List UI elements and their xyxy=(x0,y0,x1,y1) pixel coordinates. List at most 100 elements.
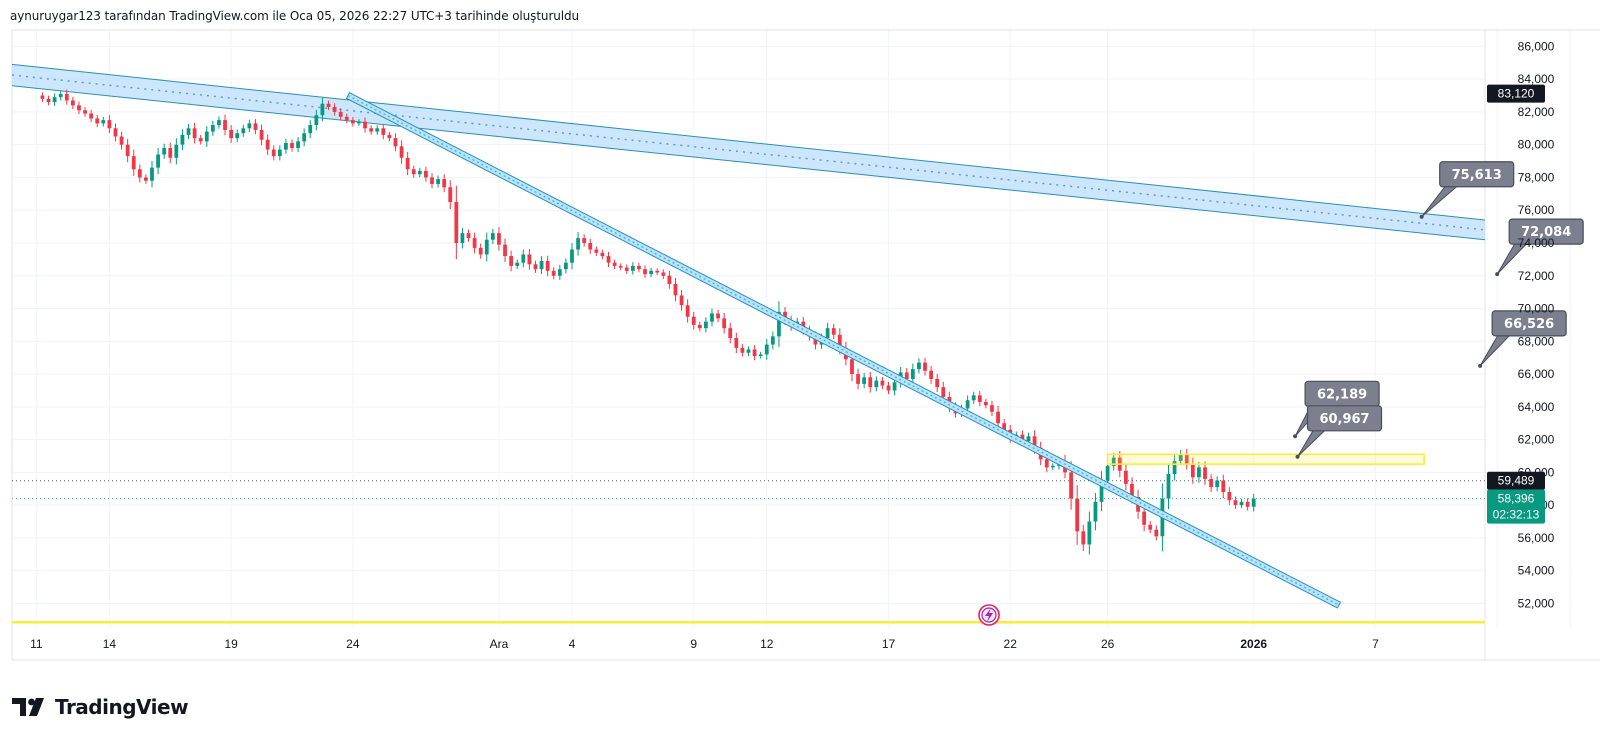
candle xyxy=(1081,524,1086,551)
candle xyxy=(162,143,167,159)
candle xyxy=(277,145,282,161)
candle xyxy=(1111,452,1116,471)
price-callout[interactable]: 60,967 xyxy=(1295,405,1383,459)
candle-body xyxy=(983,401,988,406)
candle-body xyxy=(1221,480,1226,493)
candle-body xyxy=(296,141,300,148)
candle-body xyxy=(1069,472,1073,499)
candle-body xyxy=(454,202,459,243)
candle-body xyxy=(685,305,690,317)
candle xyxy=(770,331,775,350)
candle xyxy=(880,376,885,390)
candle xyxy=(460,227,465,249)
candle xyxy=(1245,498,1250,511)
candle-body xyxy=(929,370,933,379)
candle xyxy=(734,332,739,354)
candle-body xyxy=(1148,524,1153,530)
channel-lower-line xyxy=(12,85,1485,241)
candle xyxy=(241,124,246,137)
candle xyxy=(271,145,276,161)
candle-body xyxy=(1251,498,1256,507)
candle-body xyxy=(198,138,203,142)
candle xyxy=(1087,511,1092,555)
candle xyxy=(910,363,915,385)
trend-channel[interactable] xyxy=(12,63,1485,241)
candle-body xyxy=(430,177,434,185)
price-tag-line-bg xyxy=(1487,471,1545,490)
candle xyxy=(1251,493,1256,512)
candle xyxy=(874,376,879,392)
candle-body xyxy=(64,93,69,101)
candle xyxy=(557,264,562,281)
candle-body xyxy=(1123,470,1128,484)
candle xyxy=(284,138,288,154)
candle-body xyxy=(740,347,745,353)
candle xyxy=(338,108,343,121)
candle xyxy=(862,373,867,389)
candle xyxy=(624,264,629,274)
callout-label: 72,084 xyxy=(1521,225,1571,240)
candle-body xyxy=(448,187,453,203)
candle xyxy=(655,268,660,276)
callout-anchor-dot xyxy=(1478,363,1483,368)
candle xyxy=(1190,457,1195,484)
price-callout[interactable]: 72,084 xyxy=(1495,218,1584,277)
candle-body xyxy=(521,254,526,263)
time-tick-label: 12 xyxy=(760,637,774,651)
candle-body xyxy=(1020,434,1025,442)
candle xyxy=(137,164,142,183)
highlight-zone[interactable] xyxy=(1106,453,1425,465)
price-callout[interactable]: 66,526 xyxy=(1478,310,1567,368)
callout-box xyxy=(1508,218,1584,245)
candle-body xyxy=(813,336,818,345)
price-callout[interactable]: 75,613 xyxy=(1419,161,1515,219)
candle xyxy=(612,259,617,270)
price-tick-label: 80,000 xyxy=(1518,138,1555,152)
down-trendline[interactable] xyxy=(345,92,1342,609)
candle xyxy=(710,308,714,327)
time-axis[interactable]: 11 14 19 24 Ara 4 9 12 17 22 26 2026 7 xyxy=(30,637,1379,651)
candle xyxy=(588,238,593,254)
candle-body xyxy=(752,349,757,357)
candle-body xyxy=(722,318,727,329)
candle-body xyxy=(564,262,568,270)
trendline-band xyxy=(345,92,1342,609)
candle xyxy=(746,346,751,356)
candle-body xyxy=(551,270,556,276)
callout-box xyxy=(1439,161,1515,188)
candle-body xyxy=(1099,480,1104,502)
candle-body xyxy=(649,270,653,275)
candle xyxy=(223,114,227,136)
candle-body xyxy=(350,120,355,124)
brand-name: TradingView xyxy=(55,695,189,719)
flash-icon[interactable] xyxy=(978,604,1000,626)
price-lines xyxy=(12,480,1485,624)
price-tick-label: 78,000 xyxy=(1518,170,1555,184)
callout-box xyxy=(1306,405,1383,432)
candle xyxy=(113,123,118,142)
price-tag-top-bg xyxy=(1487,84,1545,103)
price-tick-label: 54,000 xyxy=(1518,564,1555,578)
candle-body xyxy=(314,115,319,126)
candle xyxy=(466,229,471,242)
candle-body xyxy=(1178,454,1183,461)
candle xyxy=(551,267,556,280)
price-tick-label: 86,000 xyxy=(1518,39,1555,53)
candle xyxy=(478,243,483,259)
candle xyxy=(70,96,75,110)
candle-body xyxy=(369,128,374,132)
candle xyxy=(594,246,599,256)
candle-body xyxy=(941,387,946,397)
candle-body xyxy=(594,249,599,253)
time-tick-label: 9 xyxy=(690,637,697,651)
price-callouts[interactable]: 75,613 72,084 66,526 62,189 60,967 xyxy=(1293,161,1584,459)
candle-body xyxy=(229,129,234,139)
candle xyxy=(831,323,836,339)
candle xyxy=(265,134,270,156)
brand[interactable]: TradingView xyxy=(12,695,189,719)
candle xyxy=(448,180,453,210)
candle xyxy=(180,129,185,151)
candle xyxy=(1239,498,1244,509)
candle-body xyxy=(758,354,763,357)
